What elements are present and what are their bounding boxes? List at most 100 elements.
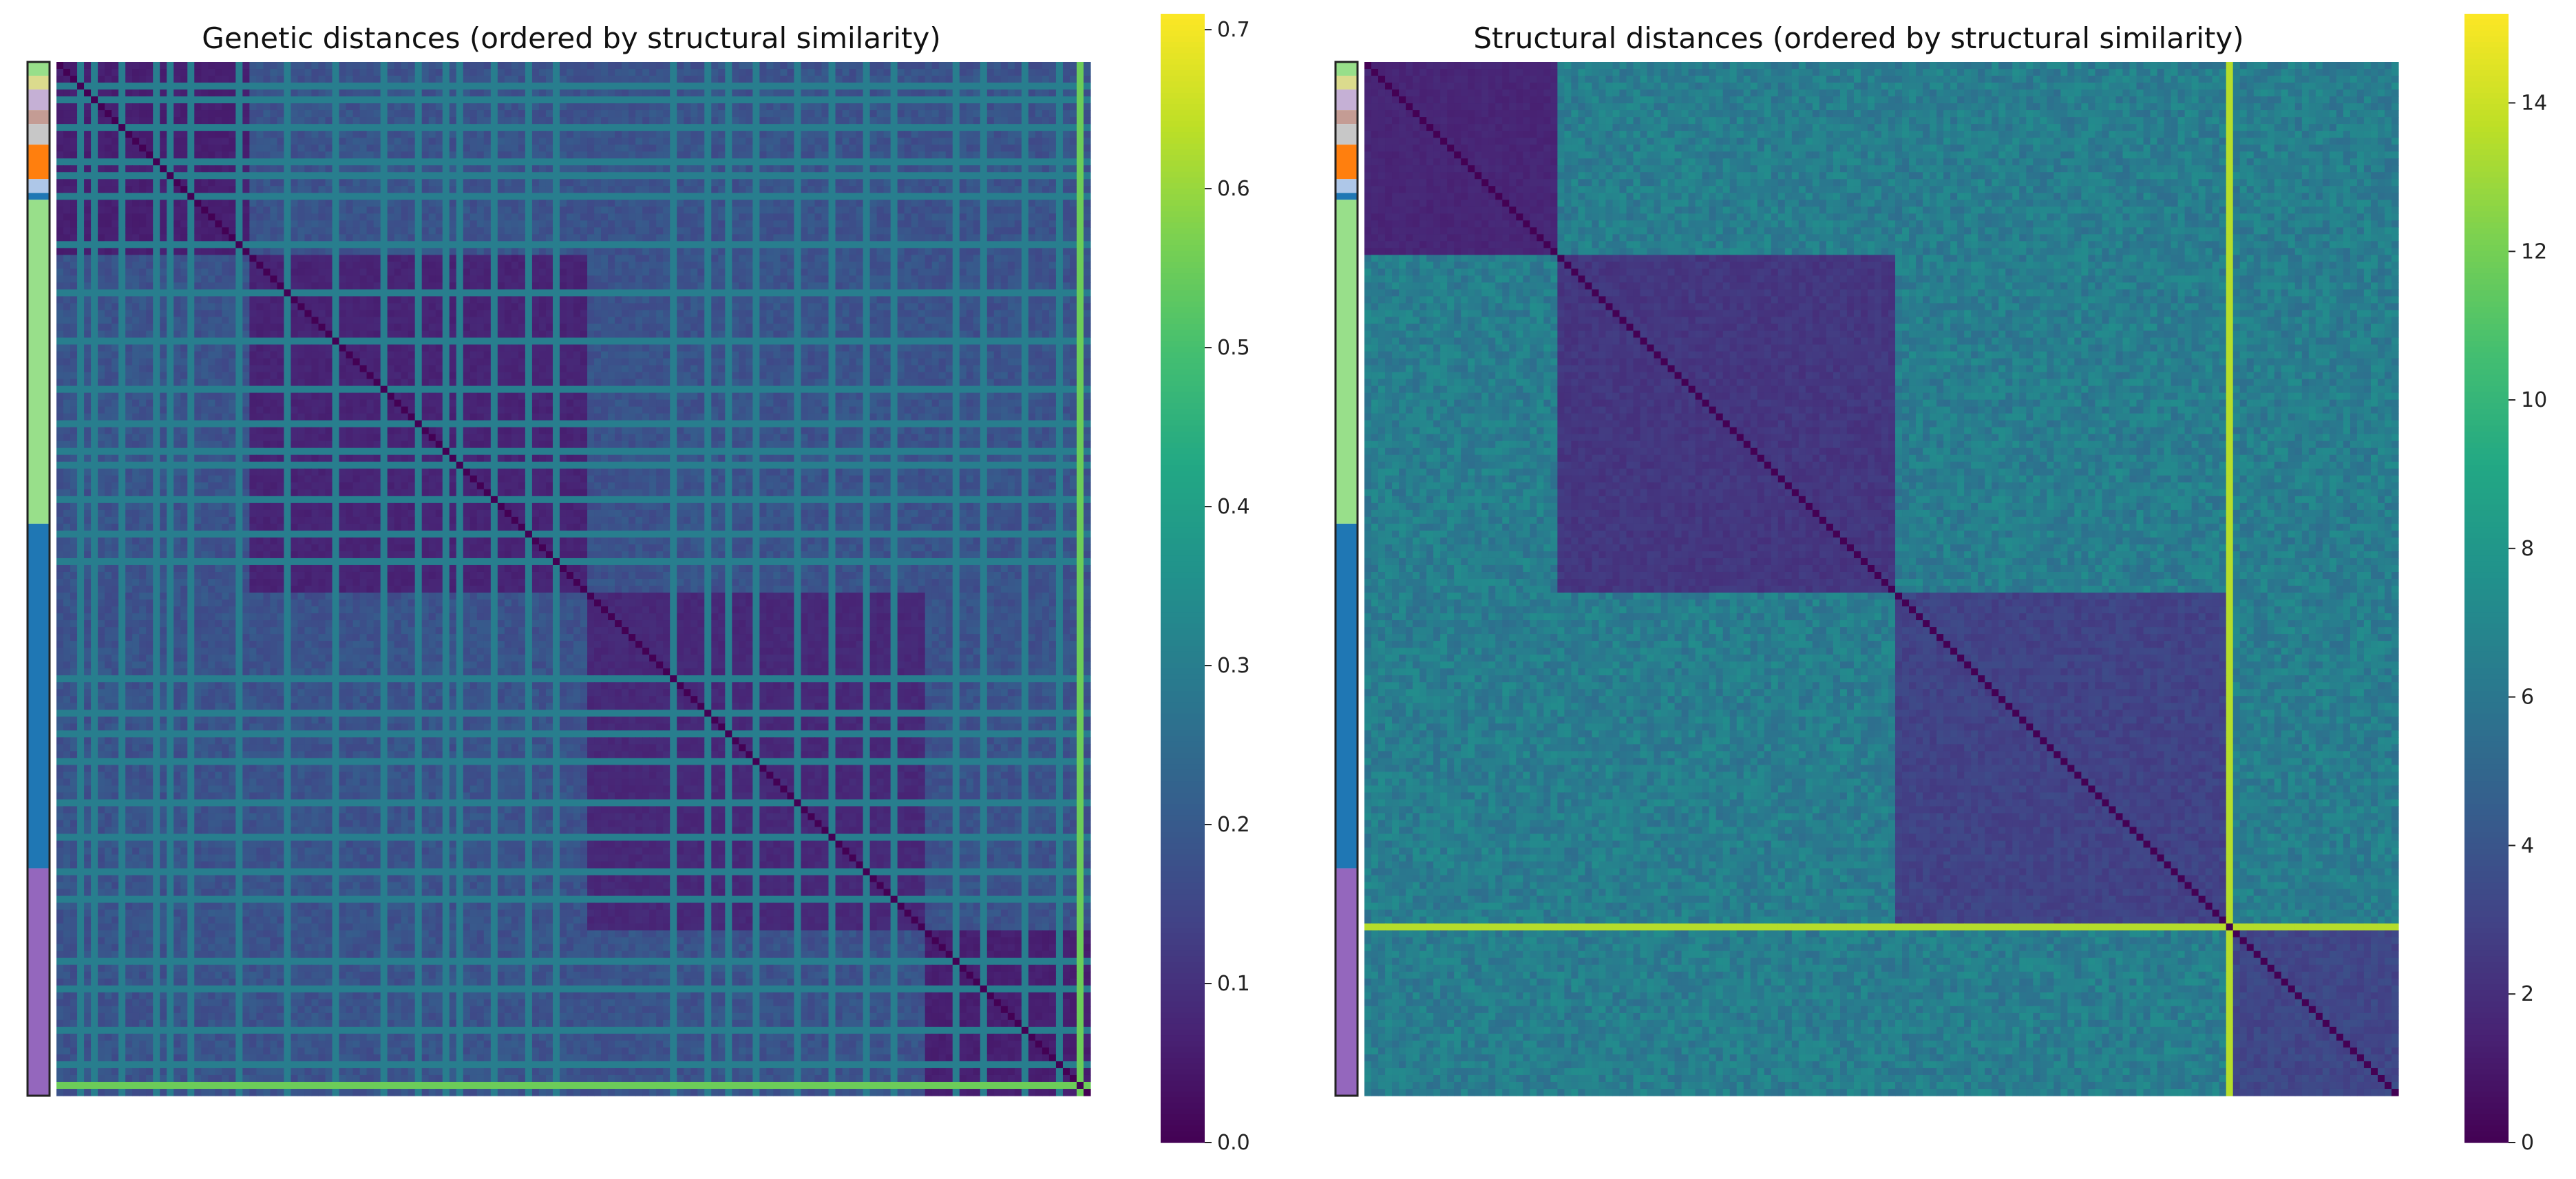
heatmap-cell bbox=[704, 96, 712, 104]
heatmap-cell bbox=[843, 76, 850, 83]
heatmap-cell bbox=[291, 69, 298, 76]
heatmap-cell bbox=[1008, 62, 1015, 70]
heatmap-cell bbox=[208, 76, 215, 83]
heatmap-cell bbox=[856, 89, 864, 97]
heatmap-cell bbox=[960, 69, 967, 76]
heatmap-cell bbox=[635, 96, 643, 104]
heatmap-cell bbox=[146, 83, 154, 90]
heatmap-cell bbox=[884, 62, 891, 70]
heatmap-cell bbox=[1070, 89, 1077, 97]
heatmap-cell bbox=[932, 89, 940, 97]
heatmap-cell bbox=[608, 76, 615, 83]
heatmap-cell bbox=[532, 96, 540, 104]
heatmap-cell bbox=[953, 76, 960, 83]
heatmap-cell bbox=[801, 69, 808, 76]
heatmap-cell bbox=[180, 76, 188, 83]
heatmap-cell bbox=[546, 62, 553, 70]
heatmap-cell bbox=[443, 76, 450, 83]
heatmap-cell bbox=[401, 69, 409, 76]
heatmap-cell bbox=[270, 96, 277, 104]
heatmap-cell bbox=[601, 89, 609, 97]
heatmap-cell bbox=[553, 89, 560, 97]
heatmap-cell bbox=[649, 83, 657, 90]
heatmap-cell bbox=[1001, 62, 1009, 70]
heatmap-cell bbox=[125, 89, 133, 97]
heatmap-cell bbox=[450, 96, 457, 104]
heatmap-cell bbox=[629, 96, 636, 104]
heatmap-cell bbox=[580, 69, 588, 76]
heatmap-cell bbox=[491, 62, 498, 70]
heatmap-cell bbox=[718, 83, 726, 90]
heatmap-cell bbox=[291, 83, 298, 90]
heatmap-cell bbox=[546, 83, 553, 90]
heatmap-cell bbox=[360, 69, 368, 76]
heatmap-cell bbox=[491, 76, 498, 83]
heatmap-cell bbox=[725, 83, 732, 90]
heatmap-cell bbox=[746, 76, 753, 83]
heatmap-cell bbox=[697, 96, 705, 104]
heatmap-cell bbox=[711, 69, 719, 76]
heatmap-cell bbox=[898, 96, 905, 104]
heatmap-cell bbox=[690, 96, 698, 104]
heatmap-cell bbox=[311, 62, 319, 70]
heatmap-cell bbox=[697, 69, 705, 76]
heatmap-cell bbox=[642, 69, 650, 76]
heatmap-cell bbox=[773, 62, 781, 70]
heatmap-cell bbox=[759, 69, 767, 76]
heatmap-cell bbox=[980, 76, 988, 83]
heatmap-cell bbox=[167, 69, 174, 76]
heatmap-cell bbox=[987, 96, 995, 104]
heatmap-cell bbox=[856, 96, 864, 104]
heatmap-cell bbox=[291, 89, 298, 97]
heatmap-cell bbox=[622, 96, 629, 104]
heatmap-cell bbox=[242, 62, 250, 70]
heatmap-cell bbox=[429, 69, 436, 76]
heatmap-cell bbox=[814, 69, 822, 76]
heatmap-cell bbox=[215, 76, 222, 83]
heatmap-cell bbox=[560, 96, 567, 104]
heatmap-cell bbox=[1070, 69, 1077, 76]
heatmap-cell bbox=[939, 83, 947, 90]
heatmap-cell bbox=[394, 62, 402, 70]
heatmap-cell bbox=[1049, 83, 1057, 90]
heatmap-cell bbox=[98, 83, 105, 90]
heatmap-cell bbox=[821, 76, 829, 83]
heatmap-cell bbox=[601, 69, 609, 76]
heatmap-cell bbox=[367, 96, 374, 104]
heatmap-cell bbox=[821, 62, 829, 70]
heatmap-cell bbox=[642, 89, 650, 97]
heatmap-cell bbox=[1063, 89, 1070, 97]
heatmap-cell bbox=[635, 76, 643, 83]
heatmap-cell bbox=[263, 96, 271, 104]
heatmap-cell bbox=[1077, 83, 1084, 90]
heatmap-cell bbox=[656, 83, 664, 90]
heatmap-cell bbox=[711, 62, 719, 70]
heatmap-cell bbox=[525, 62, 533, 70]
heatmap-cell bbox=[615, 96, 622, 104]
heatmap-cell bbox=[677, 69, 684, 76]
heatmap-cell bbox=[573, 96, 581, 104]
heatmap-cell bbox=[388, 76, 395, 83]
heatmap-cell bbox=[401, 76, 409, 83]
heatmap-cell bbox=[814, 83, 822, 90]
heatmap-cell bbox=[1077, 96, 1084, 104]
heatmap-cell bbox=[828, 89, 836, 97]
heatmap-cell bbox=[1084, 62, 1091, 70]
heatmap-cell bbox=[1035, 76, 1043, 83]
title-genetic: Genetic distances (ordered by structural… bbox=[202, 21, 940, 55]
heatmap-cell bbox=[1015, 62, 1022, 70]
heatmap-cell bbox=[946, 96, 953, 104]
heatmap-cell bbox=[546, 69, 553, 76]
heatmap-cell bbox=[870, 69, 878, 76]
heatmap-cell bbox=[1042, 96, 1050, 104]
heatmap-cell bbox=[1056, 83, 1064, 90]
heatmap-cell bbox=[821, 83, 829, 90]
heatmap-cell bbox=[918, 96, 926, 104]
heatmap-cell bbox=[794, 96, 801, 104]
heatmap-cell bbox=[594, 62, 602, 70]
heatmap-cell bbox=[153, 69, 160, 76]
heatmap-cell bbox=[567, 96, 574, 104]
heatmap-cell bbox=[242, 83, 250, 90]
heatmap-cell bbox=[787, 96, 794, 104]
heatmap-cell bbox=[546, 89, 553, 97]
